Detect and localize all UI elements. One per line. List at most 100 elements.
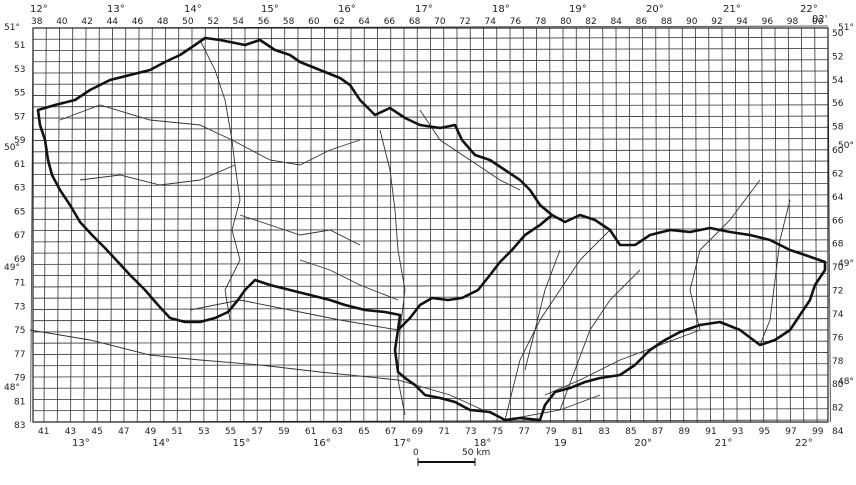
river-oder xyxy=(419,109,521,191)
grid-line-horizontal xyxy=(32,307,829,310)
top-degree-labels: 12° 13° 14° 15° 16° 17° 18° 19° 20° 21° 22° xyxy=(30,4,818,15)
top-column-number: 48 xyxy=(157,17,169,27)
top-column-number: 80 xyxy=(560,17,572,27)
left-row-number: 69 xyxy=(14,255,26,265)
grid-line-horizontal xyxy=(32,408,829,412)
grid-line-vertical xyxy=(681,27,685,423)
left-row-number: 57 xyxy=(14,112,25,122)
grid-line-horizontal xyxy=(32,340,829,344)
bottom-column-number: 47 xyxy=(118,427,129,437)
left-row-number: 51 xyxy=(14,41,25,51)
bottom-column-number: 83 xyxy=(598,427,609,437)
grid-line-horizontal xyxy=(32,36,829,40)
left-row-number: 55 xyxy=(14,89,25,99)
river-hornad xyxy=(689,179,761,331)
grid-line-vertical xyxy=(230,27,233,423)
left-row-number: 59 xyxy=(14,136,26,146)
grid-line-horizontal xyxy=(32,239,829,243)
right-row-number: 50 xyxy=(832,29,844,39)
bottom-column-number: 89 xyxy=(679,427,691,437)
top-degree-label: 21° xyxy=(723,4,741,15)
grid-line-vertical xyxy=(575,27,578,423)
grid-line-horizontal xyxy=(32,352,829,355)
top-column-number: 82 xyxy=(585,17,596,27)
top-column-number: 88 xyxy=(661,17,673,27)
bottom-degree-label: 21° xyxy=(715,438,733,449)
grid-line-vertical xyxy=(190,27,193,423)
grid-line-horizontal xyxy=(32,250,829,254)
top-column-number: 84 xyxy=(610,17,622,27)
grid-line-vertical xyxy=(695,27,698,423)
grid-line-horizontal xyxy=(32,363,829,367)
bottom-column-number: 97 xyxy=(785,427,796,437)
top-degree-label: 22° xyxy=(800,4,818,15)
top-column-number: 00 xyxy=(812,17,824,27)
bottom-column-number: 69 xyxy=(412,427,424,437)
bottom-column-number: 77 xyxy=(518,427,529,437)
top-column-number: 96 xyxy=(762,17,774,27)
grid-line-horizontal xyxy=(32,194,829,198)
top-column-number: 76 xyxy=(510,17,522,27)
river-jihlava xyxy=(299,259,399,301)
bottom-column-number: 45 xyxy=(91,427,102,437)
top-column-number: 52 xyxy=(207,17,218,27)
right-row-number: 84 xyxy=(832,427,844,437)
grid-line-horizontal xyxy=(32,205,829,209)
bottom-degree-label: 22° xyxy=(795,438,813,449)
bottom-degree-labels: 13° 14° 15° 16° 17° 18° 19 20° 21° 22° xyxy=(72,438,813,449)
bottom-column-number: 99 xyxy=(812,427,824,437)
scale-end-label: 50 km xyxy=(462,448,490,458)
right-row-number: 64 xyxy=(832,193,844,203)
grid-line-vertical xyxy=(150,27,153,423)
grid-line-vertical xyxy=(748,27,751,423)
grid-line-vertical xyxy=(296,27,299,423)
grid-line-vertical xyxy=(708,27,711,423)
scale-start-label: 0 xyxy=(413,448,419,458)
bottom-degree-label: 18° xyxy=(474,438,492,449)
grid-line-vertical xyxy=(522,27,525,423)
grid-line-horizontal xyxy=(32,318,829,322)
top-degree-label: 18° xyxy=(492,4,510,15)
latitude-label-right: 48° xyxy=(838,377,854,387)
latitude-label-right: 51° xyxy=(838,23,854,33)
top-column-number: 86 xyxy=(636,17,648,27)
top-column-number: 92 xyxy=(711,17,722,27)
latitude-label-right: 49° xyxy=(838,259,854,269)
left-row-number: 81 xyxy=(14,397,25,407)
bottom-column-number: 93 xyxy=(732,427,743,437)
right-row-number: 56 xyxy=(832,99,844,109)
latitude-label-left: 49° xyxy=(4,263,20,273)
grid-line-horizontal xyxy=(32,284,829,288)
top-column-number: 40 xyxy=(56,17,68,27)
grid-line-vertical xyxy=(536,27,538,423)
top-column-number: 56 xyxy=(258,17,270,27)
grid-line-horizontal xyxy=(32,374,829,378)
bottom-column-number: 67 xyxy=(385,427,396,437)
top-column-number: 98 xyxy=(787,17,799,27)
bottom-column-number: 61 xyxy=(305,427,316,437)
grid-line-vertical xyxy=(176,27,180,423)
grid-line-vertical xyxy=(589,27,591,423)
left-row-number: 83 xyxy=(14,421,25,431)
grid-line-vertical xyxy=(163,27,166,423)
grid-line-vertical xyxy=(787,27,791,423)
right-row-number: 78 xyxy=(832,357,844,367)
latitude-labels-right: 51° 50° 49° 48° xyxy=(838,23,854,387)
country-border xyxy=(36,36,827,422)
grid-line-vertical xyxy=(336,27,339,423)
latitude-label-left: 48° xyxy=(4,383,20,393)
grid-line-vertical xyxy=(243,27,246,423)
top-column-number: 62 xyxy=(333,17,344,27)
grid-line-horizontal xyxy=(32,81,829,85)
bottom-column-number: 95 xyxy=(759,427,770,437)
top-column-number: 68 xyxy=(409,17,421,27)
grid-line-vertical xyxy=(801,27,805,423)
river-morava xyxy=(379,129,406,416)
right-row-number: 68 xyxy=(832,240,844,250)
grid-line-vertical xyxy=(814,27,818,423)
top-minute-label: 02' xyxy=(812,14,827,25)
left-row-number: 53 xyxy=(14,65,25,75)
grid-line-vertical xyxy=(256,27,259,423)
grid-line-vertical xyxy=(96,27,100,423)
top-column-number: 74 xyxy=(484,17,496,27)
